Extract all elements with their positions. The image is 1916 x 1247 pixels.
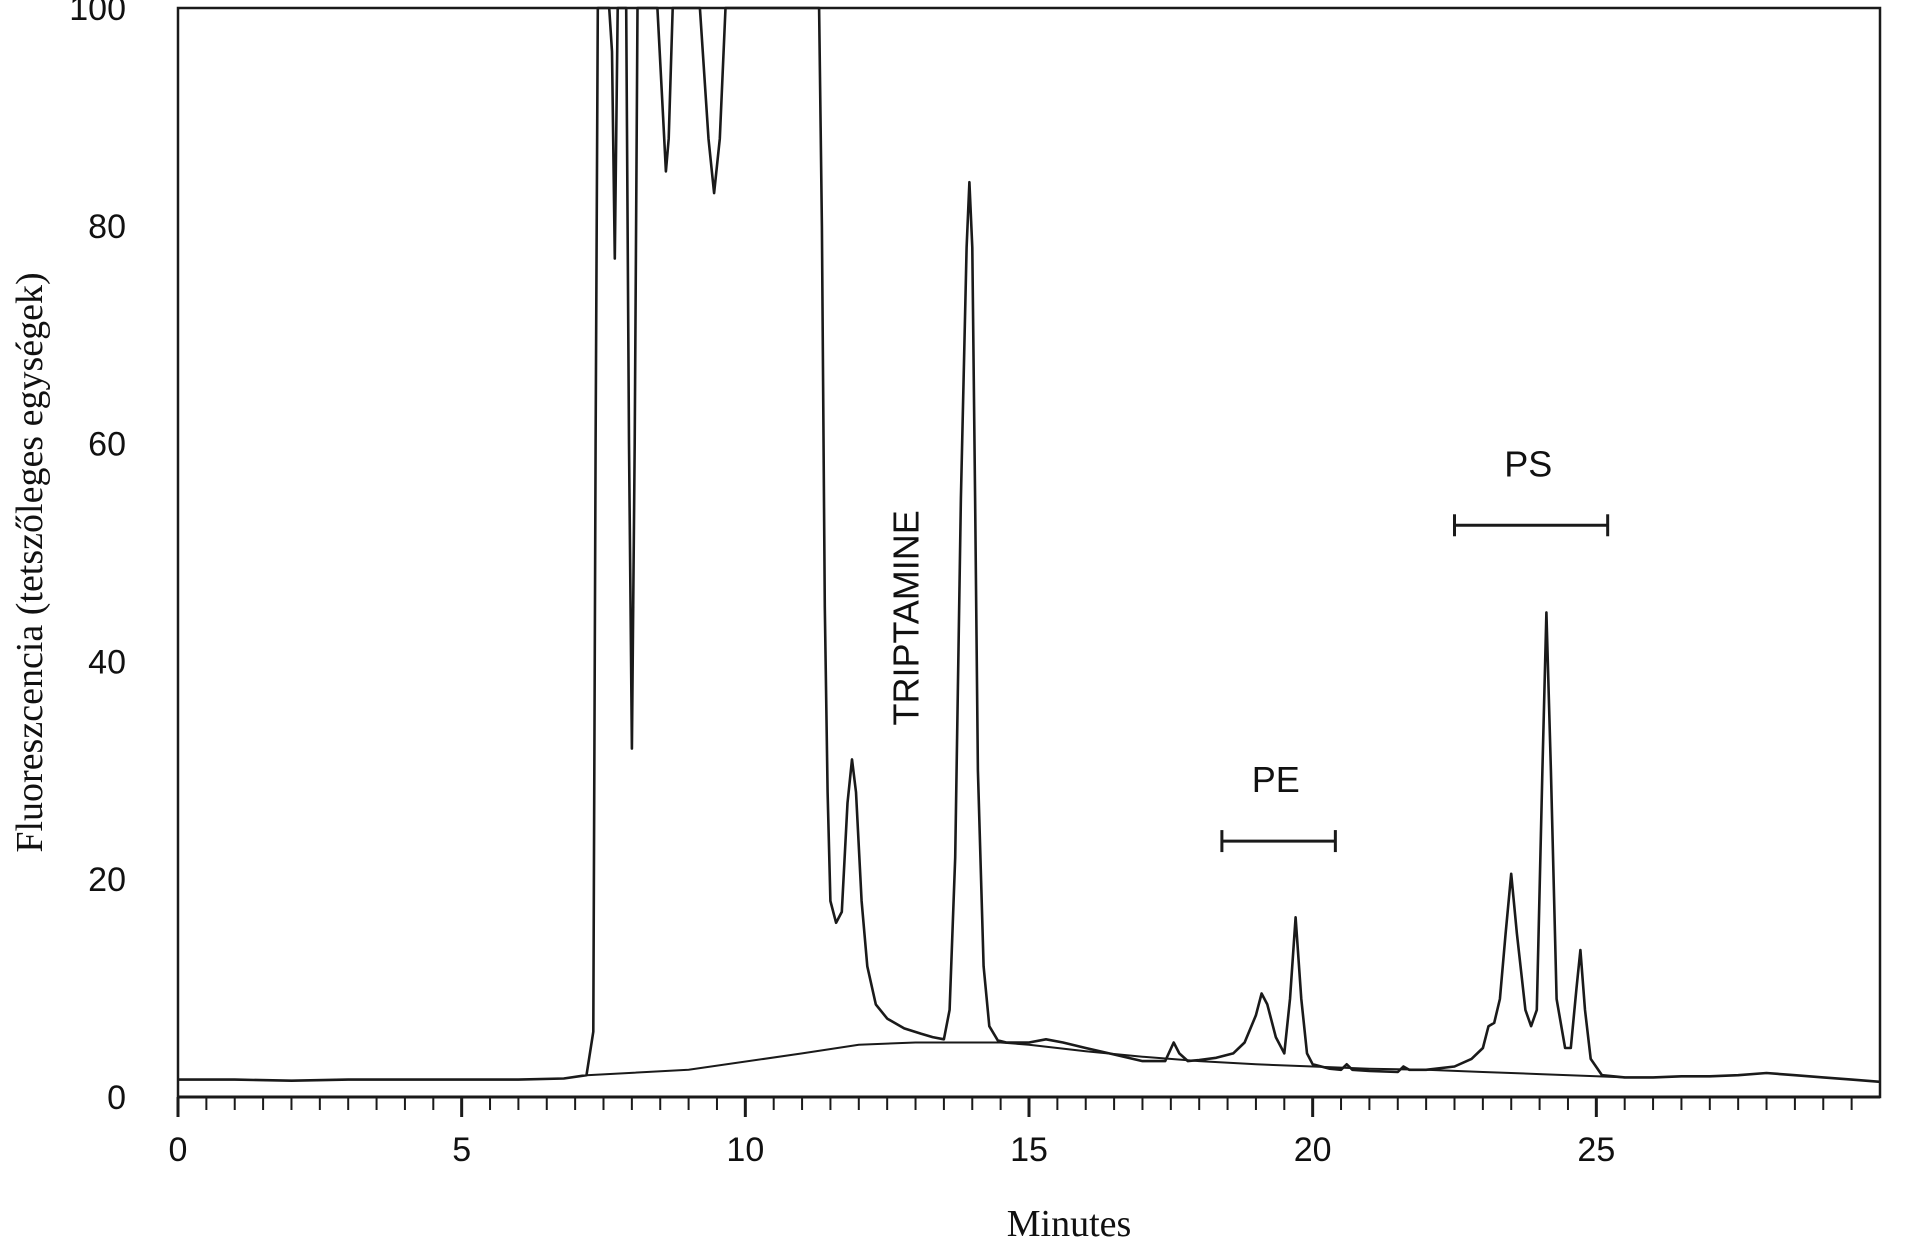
x-tick-label: 25 [1577,1131,1615,1169]
x-tick-label: 20 [1294,1131,1332,1169]
y-tick-label: 20 [88,861,126,899]
baseline-trace [586,1041,1625,1079]
plot-frame [176,6,1882,1099]
ps-label: PS [1504,443,1552,484]
y-tick-label: 100 [69,0,126,28]
x-tick-label: 15 [1010,1131,1048,1169]
plot-border [176,6,1882,1099]
x-tick-label: 10 [726,1131,764,1169]
annotations: TRIPTAMINE PE PS [885,443,1610,853]
y-tick-label: 60 [88,426,126,464]
y-axis: 0 20 40 60 80 100 [69,0,126,1117]
pe-label: PE [1252,759,1300,800]
x-axis-title: Minutes [1007,1203,1132,1245]
y-axis-title: Fluoreszcencia (tetszőleges egységek) [9,272,51,852]
signal-trace [178,6,1881,1084]
y-tick-label: 80 [88,208,126,246]
x-tick-label: 5 [452,1131,471,1169]
triptamine-label: TRIPTAMINE [885,510,926,725]
y-tick-label: 40 [88,643,126,681]
x-tick-label: 0 [169,1131,188,1169]
series-lines [178,6,1881,1084]
y-tick-label: 0 [107,1079,126,1117]
x-axis: 0 5 10 15 20 25 [169,1095,1880,1169]
